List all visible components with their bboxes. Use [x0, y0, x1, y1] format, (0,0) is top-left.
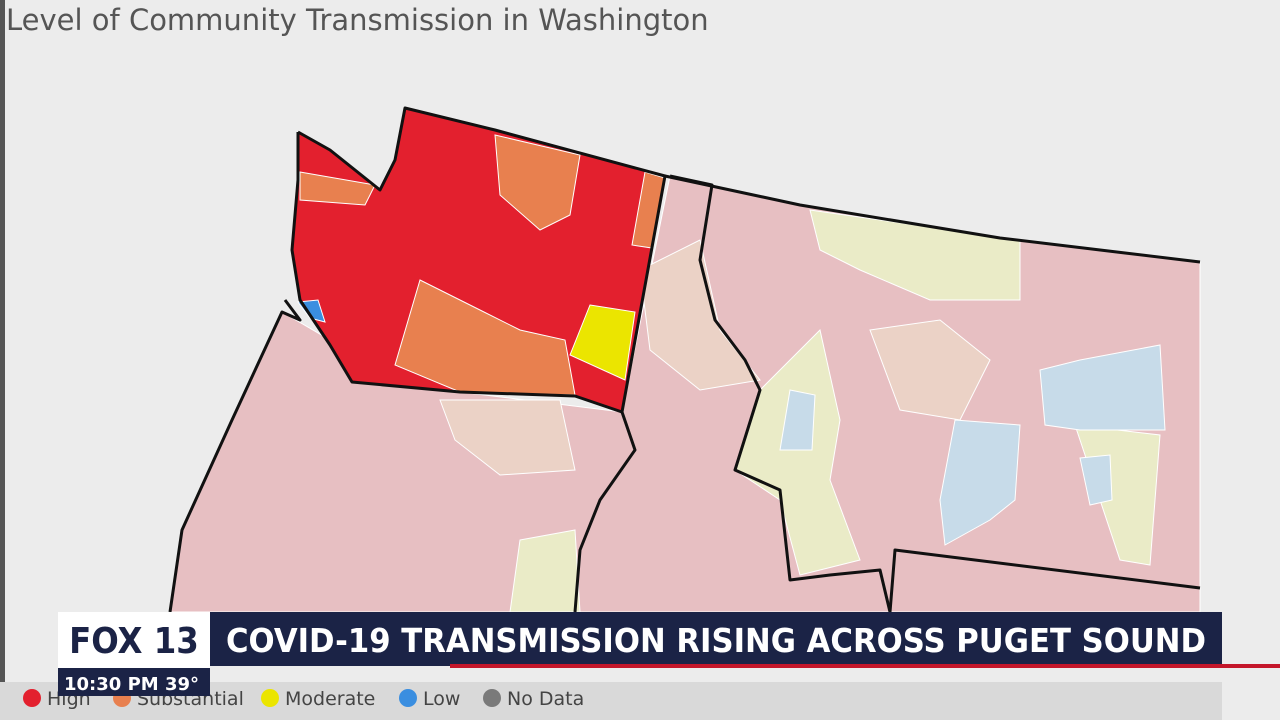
logo-box [58, 612, 210, 668]
legend-label: Moderate [285, 688, 375, 710]
canada-border [664, 174, 1201, 264]
legend-label: Low [423, 688, 460, 710]
time: 10:30 PM [64, 674, 159, 695]
logo: FOX 13 [69, 621, 199, 662]
left-edge [0, 0, 5, 720]
wa-yakima [394, 279, 576, 396]
red-rule [450, 664, 1280, 668]
map [168, 106, 1201, 613]
coast [168, 299, 302, 613]
region-substantial-id [639, 239, 761, 391]
wa-clallam [299, 171, 376, 206]
legend-dot [261, 689, 279, 707]
map-title: Level of Community Transmission in Washi… [6, 3, 709, 37]
lower-third: High Substantial Moderate Low No Data FOX 13… [0, 612, 1280, 720]
legend-dot [23, 689, 41, 707]
wa-border [290, 106, 667, 414]
temperature: 39° [165, 674, 199, 695]
region-low-mt3 [1079, 454, 1113, 506]
region-substantial-or [439, 399, 576, 476]
region-low-id [779, 389, 816, 451]
wa-whitman [569, 304, 636, 381]
wy-border [888, 548, 1201, 613]
id-border [669, 174, 892, 613]
legend-dot [483, 689, 501, 707]
headline: COVID-19 TRANSMISSION RISING ACROSS PUGE… [226, 621, 1206, 660]
wa-okanogan [494, 134, 581, 231]
legend-dot [399, 689, 417, 707]
headline-bar [210, 612, 1222, 666]
or-id-border [573, 411, 637, 613]
legend-label: No Data [507, 688, 584, 710]
region-low-mt [1039, 344, 1166, 431]
region-substantial-mt [869, 319, 991, 421]
region-moderate-or [509, 529, 581, 613]
region-low-mt2 [939, 419, 1021, 546]
time-bar [58, 668, 210, 696]
region-moderate-id [734, 329, 861, 576]
